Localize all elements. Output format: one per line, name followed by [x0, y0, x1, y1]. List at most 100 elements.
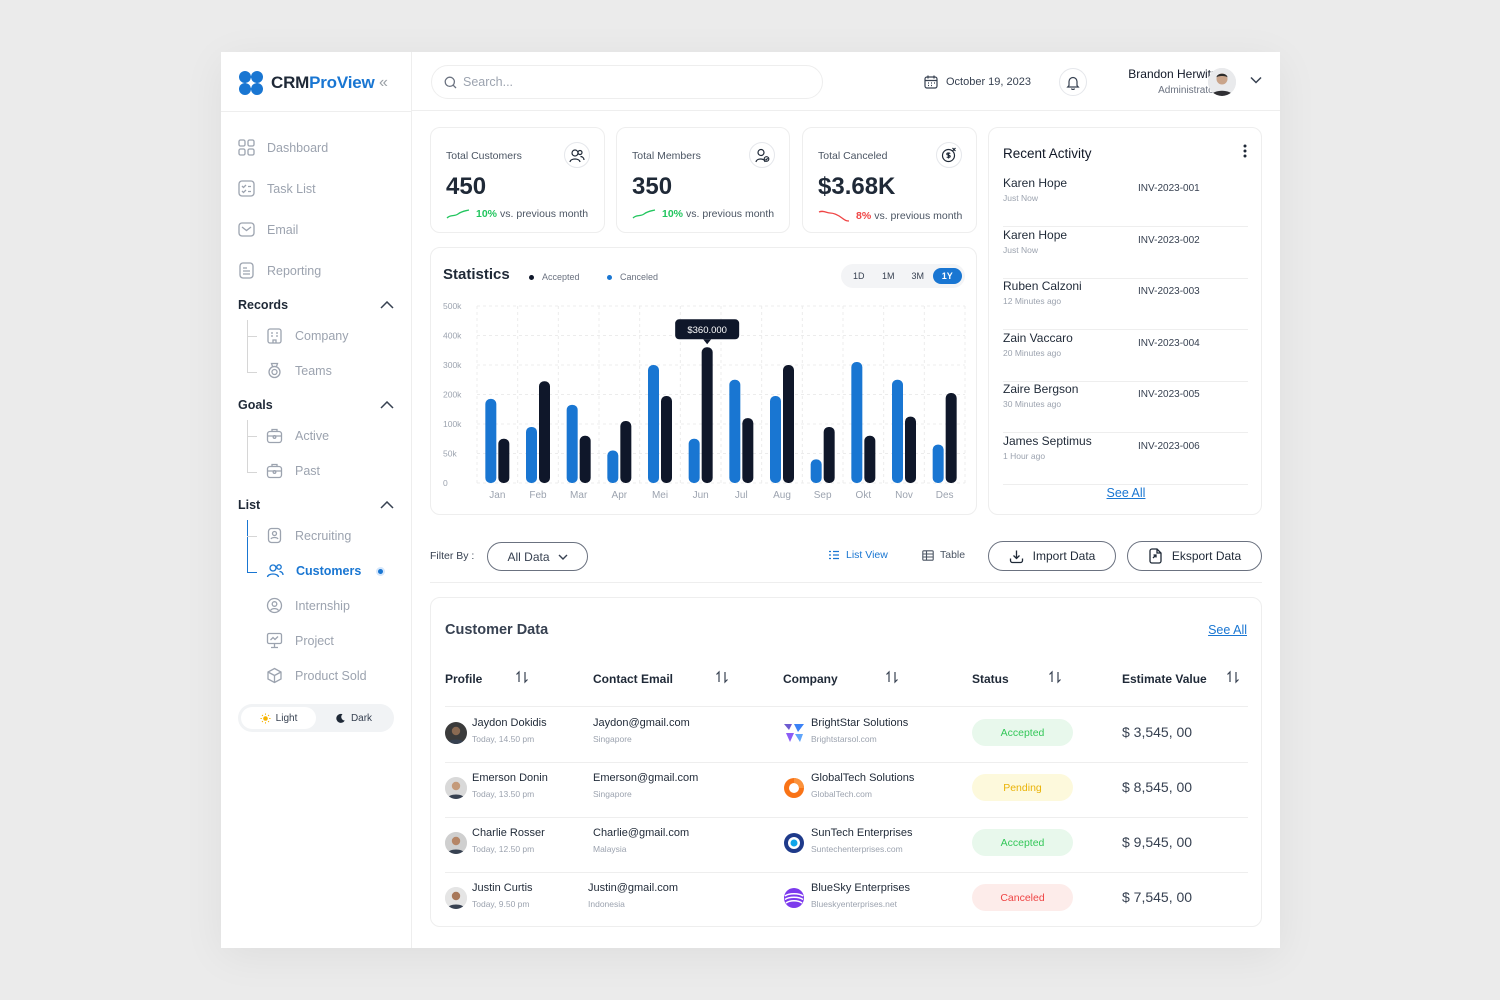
avatar-icon [445, 887, 467, 909]
section-list[interactable]: List [238, 498, 394, 512]
y-tick-label: 400k [443, 331, 462, 341]
bar-canceled-mei[interactable] [661, 395, 672, 483]
chart-tooltip-text: $360.000 [687, 325, 727, 336]
activity-invoice: INV-2023-005 [1138, 389, 1200, 400]
date-display[interactable]: October 19, 2023 [924, 75, 1031, 89]
section-title: Goals [238, 398, 273, 412]
bar-canceled-apr[interactable] [620, 421, 632, 483]
bar-canceled-jun[interactable] [701, 347, 713, 483]
table-row[interactable]: Justin Curtis Today, 9.50 pm Justin@gmai… [431, 882, 1263, 937]
sidebar-item-teams[interactable]: Teams [266, 362, 332, 379]
table-view-button[interactable]: Table [922, 549, 965, 561]
section-title: List [238, 498, 261, 512]
activity-item[interactable]: Ruben Calzoni 12 Minutes ago INV-2023-00… [1003, 279, 1248, 330]
filter-select[interactable]: All Data [487, 542, 588, 571]
customer-email[interactable]: Justin@gmail.com [588, 882, 679, 894]
sidebar-item-task-list[interactable]: Task List [238, 180, 316, 197]
bar-canceled-feb[interactable] [539, 381, 550, 483]
sidebar-item-recruiting[interactable]: Recruiting [266, 527, 351, 544]
sidebar-item-email[interactable]: Email [238, 221, 298, 238]
legend-accepted-dot [529, 274, 534, 280]
sort-icon[interactable] [1226, 670, 1240, 684]
column-header-contact-email: Contact Email [593, 672, 674, 686]
sidebar-item-company[interactable]: Company [266, 327, 349, 344]
bar-accepted-nov[interactable] [892, 379, 903, 483]
sort-icon[interactable] [1048, 670, 1062, 684]
bar-canceled-jan[interactable] [498, 438, 510, 483]
customer-email[interactable]: Emerson@gmail.com [593, 772, 699, 784]
section-records[interactable]: Records [238, 298, 394, 312]
bar-accepted-okt[interactable] [851, 362, 863, 483]
activity-item[interactable]: Zain Vaccaro 20 Minutes ago INV-2023-004 [1003, 331, 1248, 382]
theme-dark-button[interactable]: Dark [316, 707, 391, 729]
logo[interactable]: CRMProView [238, 70, 375, 96]
activity-item[interactable]: James Septimus 1 Hour ago INV-2023-006 [1003, 434, 1248, 485]
bar-accepted-feb[interactable] [526, 426, 537, 483]
period-1m[interactable]: 1M [881, 271, 895, 281]
avatar [445, 777, 467, 799]
customer-data-title: Customer Data [445, 622, 549, 638]
more-vertical-icon[interactable] [1243, 144, 1247, 158]
bar-canceled-mar[interactable] [579, 435, 591, 483]
sort-icon[interactable] [715, 670, 729, 684]
bar-accepted-jan[interactable] [485, 398, 497, 483]
period-3m[interactable]: 3M [911, 271, 924, 281]
stat-percent: 8% [856, 210, 872, 222]
sidebar-item-project[interactable]: Project [266, 632, 334, 649]
bar-accepted-sep[interactable] [810, 459, 822, 483]
collapse-sidebar-icon[interactable]: « [379, 74, 388, 91]
customer-email[interactable]: Charlie@gmail.com [593, 827, 690, 839]
x-tick-label: Mar [570, 490, 588, 501]
table-row[interactable]: Emerson Donin Today, 13.50 pm Emerson@gm… [431, 772, 1263, 827]
bar-canceled-aug[interactable] [783, 365, 794, 483]
activity-item[interactable]: Karen Hope Just Now INV-2023-002 [1003, 228, 1248, 279]
customer-email[interactable]: Jaydon@gmail.com [593, 717, 690, 729]
bar-accepted-aug[interactable] [770, 395, 781, 483]
bar-accepted-jul[interactable] [729, 379, 741, 483]
company-logo-icon [783, 777, 805, 799]
notification-button[interactable] [1059, 68, 1087, 96]
user-avatar[interactable] [1208, 68, 1236, 96]
table-row[interactable]: Charlie Rosser Today, 12.50 pm Charlie@g… [431, 827, 1263, 882]
sidebar-item-past[interactable]: Past [266, 462, 320, 479]
user-check-icon [749, 142, 775, 168]
bar-canceled-nov[interactable] [905, 416, 916, 483]
sidebar-item-product-sold[interactable]: Product Sold [266, 667, 367, 684]
sidebar-item-active[interactable]: Active [266, 427, 329, 444]
activity-item[interactable]: Karen Hope Just Now INV-2023-001 [1003, 176, 1248, 227]
sidebar-item-customers[interactable]: Customers [266, 562, 361, 579]
bar-canceled-jul[interactable] [742, 418, 754, 483]
chevron-down-icon[interactable] [1250, 76, 1262, 84]
x-tick-label: Sep [814, 490, 832, 501]
y-tick-label: 50k [443, 449, 457, 459]
list-view-button[interactable]: List View [828, 549, 888, 561]
sidebar-item-internship[interactable]: Internship [266, 597, 350, 614]
activity-see-all-link[interactable]: See All [1106, 486, 1146, 500]
calendar-icon [924, 75, 938, 89]
sidebar-item-reporting[interactable]: Reporting [238, 262, 321, 279]
bar-canceled-des[interactable] [945, 393, 957, 483]
sidebar-item-dashboard[interactable]: Dashboard [238, 139, 328, 156]
bar-accepted-apr[interactable] [607, 450, 619, 483]
bar-accepted-jun[interactable] [688, 438, 700, 483]
search-input[interactable] [463, 75, 793, 89]
import-data-button[interactable]: Import Data [988, 541, 1116, 571]
customer-see-all-link[interactable]: See All [1208, 623, 1247, 637]
export-data-button[interactable]: Eksport Data [1127, 541, 1262, 571]
y-tick-label: 500k [443, 301, 462, 311]
activity-item[interactable]: Zaire Bergson 30 Minutes ago INV-2023-00… [1003, 382, 1248, 433]
logo-text-a: CRM [271, 73, 310, 92]
section-goals[interactable]: Goals [238, 398, 394, 412]
period-1d[interactable]: 1D [852, 271, 865, 281]
bar-accepted-mar[interactable] [566, 404, 578, 483]
table-row[interactable]: Jaydon Dokidis Today, 14.50 pm Jaydon@gm… [431, 717, 1263, 772]
bar-canceled-okt[interactable] [864, 435, 876, 483]
sort-icon[interactable] [885, 670, 899, 684]
bar-accepted-des[interactable] [932, 444, 944, 483]
sort-icon[interactable] [515, 670, 529, 684]
bar-accepted-mei[interactable] [648, 365, 659, 483]
bar-canceled-sep[interactable] [823, 426, 835, 483]
theme-light-button[interactable]: Light [241, 707, 316, 729]
period-1y[interactable]: 1Y [932, 268, 962, 284]
row-divider [445, 872, 1248, 873]
